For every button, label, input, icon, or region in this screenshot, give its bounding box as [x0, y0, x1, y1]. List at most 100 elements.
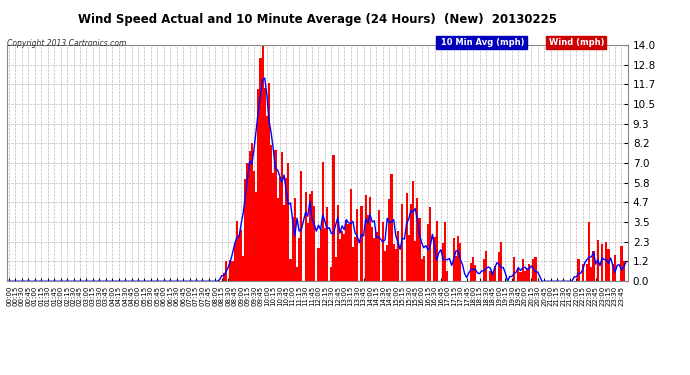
Bar: [240, 230, 242, 281]
Bar: [229, 260, 231, 281]
Bar: [483, 260, 485, 281]
Bar: [410, 204, 412, 281]
Bar: [231, 261, 234, 281]
Bar: [498, 252, 500, 281]
Bar: [273, 173, 275, 281]
Bar: [375, 232, 377, 281]
Bar: [586, 264, 588, 281]
Bar: [298, 238, 300, 281]
Bar: [350, 189, 352, 281]
Bar: [279, 177, 281, 281]
Bar: [535, 256, 537, 281]
Bar: [339, 239, 341, 281]
Bar: [290, 258, 292, 281]
Bar: [420, 259, 423, 281]
Bar: [333, 155, 335, 281]
Bar: [283, 205, 285, 281]
Bar: [236, 221, 238, 281]
Bar: [277, 198, 279, 281]
Bar: [493, 266, 495, 281]
Bar: [460, 243, 462, 281]
Bar: [395, 249, 397, 281]
Bar: [294, 198, 296, 281]
Bar: [377, 210, 380, 281]
Bar: [313, 206, 315, 281]
Bar: [605, 243, 607, 281]
Bar: [593, 251, 595, 281]
Bar: [225, 261, 227, 281]
Bar: [322, 162, 324, 281]
Bar: [285, 178, 287, 281]
Bar: [257, 90, 259, 281]
Bar: [369, 197, 371, 281]
Bar: [296, 267, 298, 281]
Bar: [612, 264, 614, 281]
Bar: [306, 223, 309, 281]
Bar: [414, 241, 416, 281]
Bar: [262, 45, 264, 281]
Bar: [223, 273, 225, 281]
Text: Wind (mph): Wind (mph): [549, 38, 604, 47]
Bar: [518, 268, 520, 281]
Bar: [620, 246, 622, 281]
Bar: [343, 234, 345, 281]
Bar: [266, 116, 268, 281]
Bar: [601, 244, 603, 281]
Bar: [528, 264, 530, 281]
Bar: [391, 174, 393, 281]
Bar: [246, 163, 248, 281]
Bar: [582, 264, 584, 281]
Bar: [455, 256, 457, 281]
Bar: [250, 142, 253, 281]
Bar: [429, 207, 431, 281]
Bar: [588, 222, 591, 281]
Text: 10 Min Avg (mph): 10 Min Avg (mph): [438, 38, 524, 47]
Bar: [356, 209, 358, 281]
Bar: [597, 240, 599, 281]
Bar: [435, 221, 437, 281]
Bar: [453, 238, 455, 281]
Bar: [500, 242, 502, 281]
Bar: [345, 220, 348, 281]
Bar: [373, 238, 375, 281]
Bar: [264, 88, 266, 281]
Bar: [324, 228, 326, 281]
Bar: [472, 257, 474, 281]
Bar: [319, 229, 322, 281]
Bar: [386, 244, 388, 281]
Bar: [406, 194, 408, 281]
Bar: [513, 257, 515, 281]
Bar: [242, 256, 244, 281]
Bar: [317, 248, 319, 281]
Bar: [341, 231, 343, 281]
Bar: [416, 198, 418, 281]
Bar: [474, 264, 476, 281]
Bar: [281, 152, 283, 281]
Bar: [489, 271, 491, 281]
Bar: [259, 58, 262, 281]
Bar: [522, 260, 524, 281]
Bar: [287, 163, 290, 281]
Bar: [433, 237, 435, 281]
Bar: [367, 214, 369, 281]
Bar: [300, 171, 302, 281]
Bar: [578, 260, 580, 281]
Bar: [418, 219, 420, 281]
Bar: [423, 256, 425, 281]
Bar: [248, 151, 250, 281]
Bar: [354, 237, 356, 281]
Bar: [244, 179, 246, 281]
Bar: [337, 205, 339, 281]
Bar: [491, 273, 493, 281]
Bar: [268, 83, 270, 281]
Bar: [304, 192, 306, 281]
Bar: [388, 199, 391, 281]
Bar: [292, 217, 294, 281]
Bar: [485, 251, 487, 281]
Bar: [470, 263, 472, 281]
Bar: [442, 243, 444, 281]
Bar: [255, 192, 257, 281]
Bar: [526, 269, 528, 281]
Bar: [614, 255, 616, 281]
Bar: [360, 206, 362, 281]
